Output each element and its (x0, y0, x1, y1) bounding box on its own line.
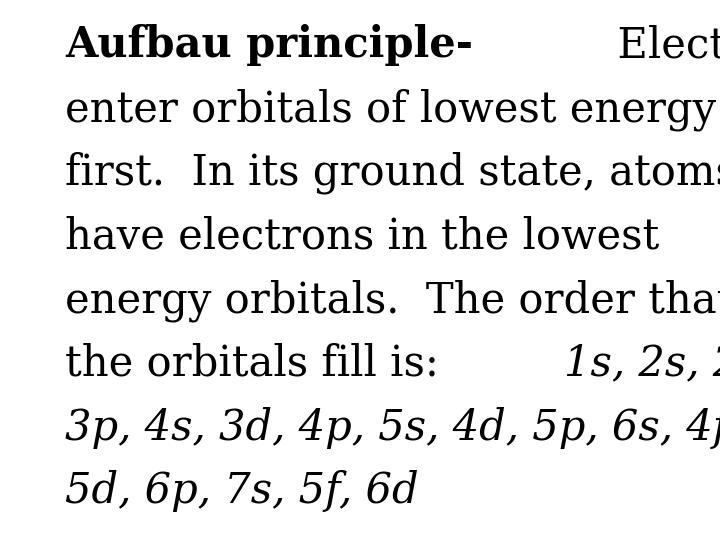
Text: Electrons: Electrons (591, 24, 720, 66)
Text: the orbitals fill is:: the orbitals fill is: (65, 343, 452, 385)
Text: 1s, 2s, 2p, 3s,: 1s, 2s, 2p, 3s, (564, 343, 720, 385)
Text: Aufbau principle-: Aufbau principle- (65, 24, 473, 66)
Text: energy orbitals.  The order that: energy orbitals. The order that (65, 279, 720, 322)
Text: enter orbitals of lowest energy: enter orbitals of lowest energy (65, 88, 716, 131)
Text: 3p, 4s, 3d, 4p, 5s, 4d, 5p, 6s, 4f,: 3p, 4s, 3d, 4p, 5s, 4d, 5p, 6s, 4f, (65, 407, 720, 449)
Text: first.  In its ground state, atoms: first. In its ground state, atoms (65, 152, 720, 194)
Text: 5d, 6p, 7s, 5f, 6d: 5d, 6p, 7s, 5f, 6d (65, 470, 418, 512)
Text: have electrons in the lowest: have electrons in the lowest (65, 215, 659, 258)
